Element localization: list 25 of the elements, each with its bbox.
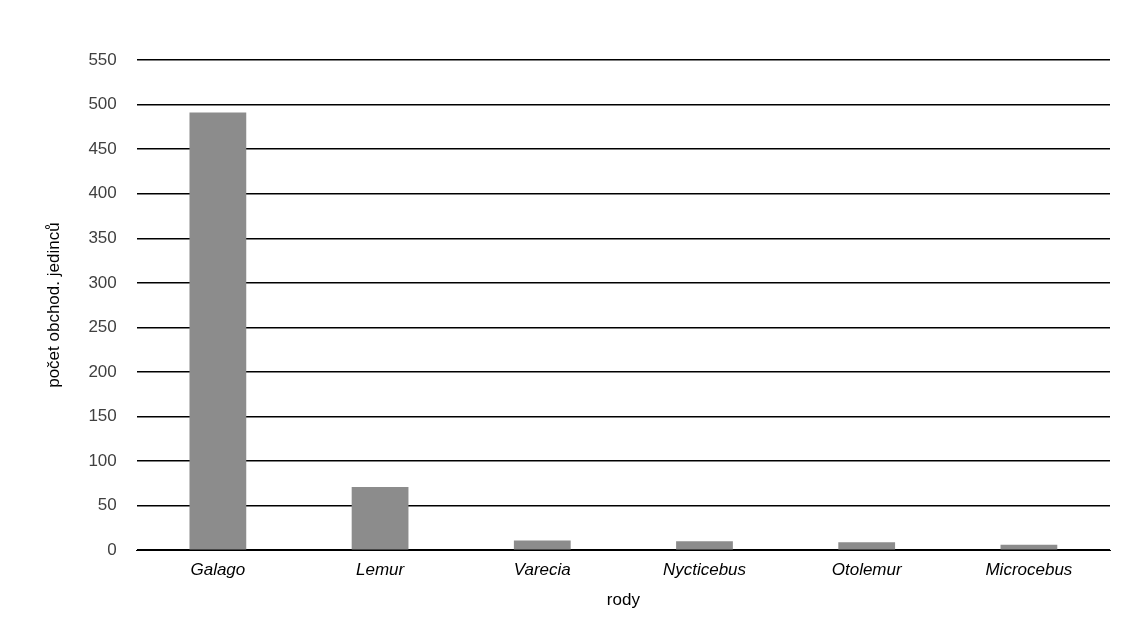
x-tick-label: Nycticebus: [662, 560, 747, 580]
bar: [676, 541, 733, 550]
y-tick-label: 350: [88, 227, 117, 247]
bar: [189, 112, 247, 550]
x-tick-label: Otolemur: [831, 560, 903, 580]
y-tick-label: 0: [107, 539, 117, 559]
y-tick-label: 100: [88, 450, 117, 470]
x-axis-title: rody: [606, 590, 641, 610]
y-tick-label: 200: [88, 361, 117, 381]
y-tick-label: 500: [88, 94, 117, 114]
y-tick-label: 550: [88, 49, 117, 69]
y-tick-label: 300: [88, 272, 117, 292]
x-tick-label: Lemur: [355, 560, 406, 580]
y-axis-title: počet obchod. jedinců: [43, 222, 63, 388]
x-tick-label: Galago: [190, 560, 246, 580]
y-tick-label: 250: [88, 317, 117, 337]
bar: [838, 542, 896, 550]
y-tick-label: 450: [88, 138, 117, 158]
x-tick-label: Microcebus: [985, 560, 1073, 580]
y-tick-label: 400: [88, 183, 117, 203]
bar: [351, 486, 409, 550]
x-tick-label: Varecia: [513, 560, 571, 580]
bar: [513, 540, 571, 550]
y-tick-label: 150: [88, 406, 117, 426]
y-tick-label: 50: [97, 495, 117, 515]
